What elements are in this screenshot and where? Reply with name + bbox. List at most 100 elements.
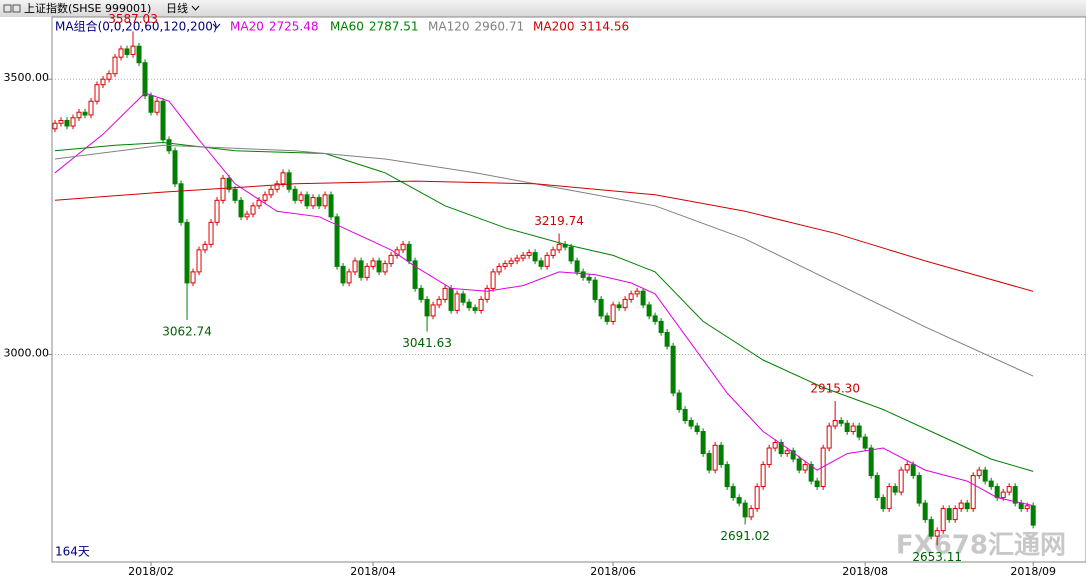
- candle-body: [268, 188, 274, 196]
- candle-body: [1000, 491, 1006, 499]
- candle-body: [748, 508, 754, 518]
- candle-body: [574, 260, 580, 273]
- ma-line: [54, 144, 1034, 377]
- header-title: 上证指数(SHSE 999001): [24, 1, 151, 15]
- candle-body: [106, 73, 112, 80]
- candle-body: [412, 260, 418, 289]
- candle-body: [808, 464, 814, 482]
- candle-body: [364, 265, 370, 278]
- candle-body: [604, 315, 610, 322]
- candle-body: [802, 464, 808, 471]
- candle-body: [742, 502, 748, 518]
- legend-name: MA200: [533, 20, 574, 34]
- candle-body: [862, 436, 868, 449]
- watermark: FX678汇通网: [896, 531, 1066, 561]
- candle-body: [592, 279, 598, 300]
- candle-body: [982, 469, 988, 482]
- dropdown-arrow: [212, 23, 221, 29]
- candle-body: [760, 464, 766, 488]
- candle-body: [178, 183, 184, 223]
- candle-body: [196, 249, 202, 273]
- candle-body: [730, 486, 736, 499]
- candle-body: [658, 320, 664, 333]
- candle-body: [154, 100, 160, 113]
- candle-body: [538, 260, 544, 267]
- candle-body: [712, 444, 718, 471]
- x-tick-label: 2018/04: [350, 565, 396, 578]
- candle-body: [1018, 502, 1024, 510]
- annotation: 3041.63: [402, 336, 452, 350]
- candle-body: [640, 290, 646, 306]
- annotation: 2653.11: [912, 550, 962, 564]
- annotation: 3062.74: [162, 324, 212, 338]
- legend-name: MA120: [428, 20, 469, 34]
- candle-body: [556, 243, 562, 251]
- ma-line: [54, 180, 1034, 292]
- candle-body: [880, 497, 886, 510]
- candle-body: [424, 298, 430, 317]
- icon: [12, 4, 21, 13]
- ma-line: [54, 141, 1034, 472]
- candle-body: [598, 298, 604, 317]
- candle-body: [100, 78, 106, 86]
- candle-body: [358, 260, 364, 278]
- candle-body: [586, 276, 592, 281]
- candle-body: [886, 486, 892, 510]
- candle-body: [376, 260, 382, 273]
- candle-body: [502, 263, 508, 267]
- candle-body: [274, 183, 280, 190]
- candle-body: [1012, 486, 1018, 504]
- candle-body: [988, 480, 994, 488]
- candle-body: [826, 425, 832, 449]
- candle-body: [172, 150, 178, 185]
- candle-body: [382, 263, 388, 273]
- annotation: 2691.02: [720, 529, 770, 543]
- candle-body: [130, 45, 136, 55]
- candle-body: [952, 508, 958, 521]
- candle-body: [946, 508, 952, 521]
- ma-line: [54, 92, 1034, 507]
- candle-body: [706, 453, 712, 471]
- candle-body: [814, 480, 820, 488]
- candle-body: [544, 254, 550, 267]
- candle-body: [910, 464, 916, 477]
- candle-body: [184, 221, 190, 284]
- candle-body: [118, 48, 124, 58]
- legend-value: 2960.71: [474, 20, 524, 34]
- candle-body: [160, 100, 166, 141]
- candle-body: [142, 62, 148, 97]
- header-bar: [0, 0, 1086, 17]
- candle-body: [892, 486, 898, 493]
- candle-body: [634, 290, 640, 295]
- candle-body: [652, 315, 658, 322]
- candle-body: [844, 422, 850, 433]
- candle-body: [514, 257, 520, 262]
- candle-body: [70, 117, 76, 127]
- candle-body: [874, 475, 880, 499]
- candle-body: [202, 243, 208, 251]
- candle-body: [958, 502, 964, 510]
- x-tick-label: 2018/09: [1010, 565, 1056, 578]
- candle-body: [526, 252, 532, 256]
- candle-body: [82, 111, 88, 116]
- day-count: 164天: [55, 545, 90, 559]
- candle-body: [568, 246, 574, 262]
- candle-body: [616, 304, 622, 309]
- candle-body: [148, 95, 154, 113]
- candle-body: [64, 119, 70, 127]
- candle-body: [256, 199, 262, 207]
- period[interactable]: 日线: [166, 1, 188, 15]
- annotation: 3219.74: [534, 214, 584, 228]
- legend-title[interactable]: MA组合(0,0,20,60,120,200): [55, 19, 218, 34]
- candle-body: [322, 194, 328, 207]
- candle-body: [532, 252, 538, 262]
- candle-body: [244, 213, 250, 218]
- candle-body: [928, 519, 934, 537]
- candle-body: [766, 447, 772, 466]
- candle-body: [400, 243, 406, 251]
- candle-body: [220, 177, 226, 201]
- candle-body: [304, 194, 310, 207]
- annotation: 2915.30: [810, 382, 860, 396]
- candle-body: [1024, 505, 1030, 510]
- candle-body: [442, 287, 448, 300]
